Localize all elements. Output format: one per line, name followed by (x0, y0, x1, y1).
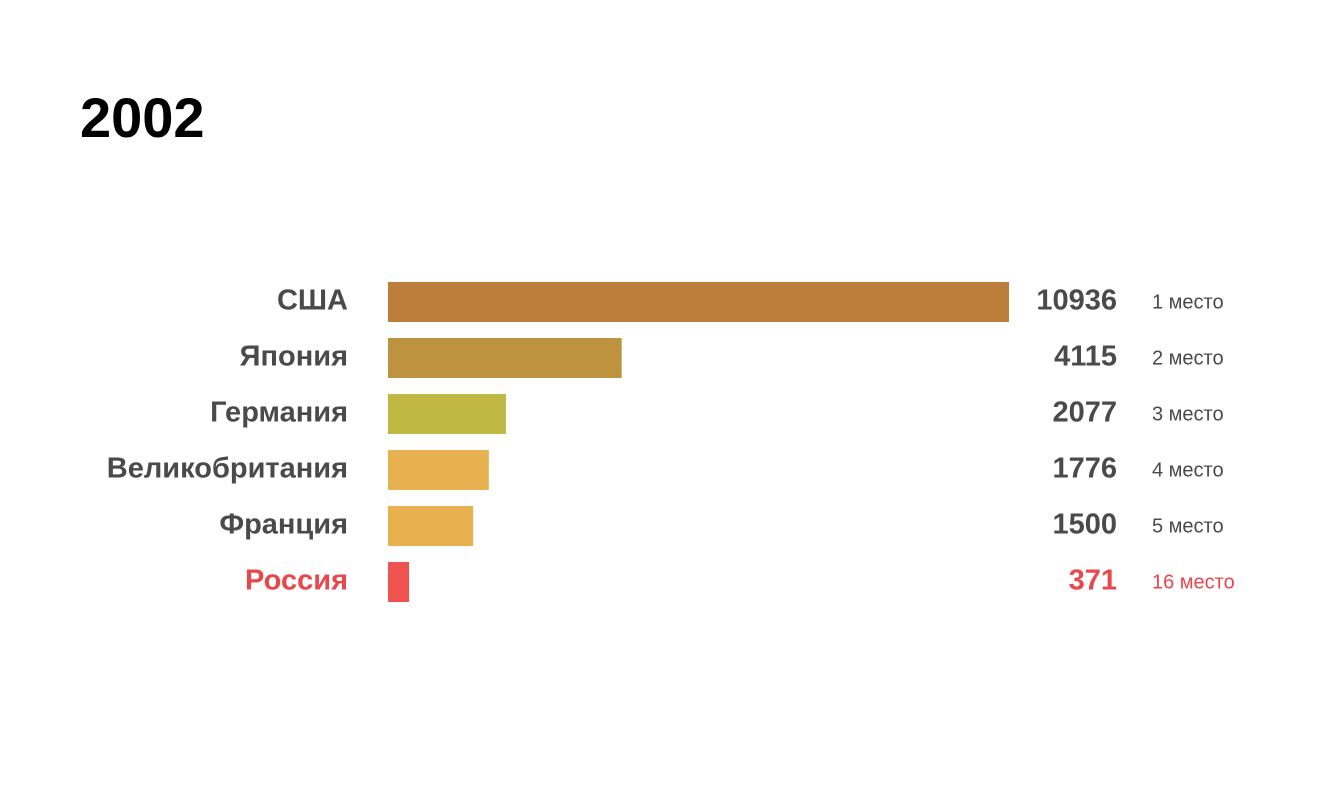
value-label: 4115 (1054, 341, 1117, 373)
value-label: 1500 (1052, 509, 1117, 541)
bar (388, 506, 474, 546)
value-label: 10936 (1036, 285, 1117, 317)
rank-label: 3 место (1152, 403, 1224, 425)
bar (388, 338, 622, 378)
rank-label: 5 место (1152, 515, 1224, 537)
bar (388, 450, 489, 490)
rank-label: 4 место (1152, 459, 1224, 481)
bar (388, 394, 506, 434)
bar (388, 282, 1009, 322)
rank-label: 2 место (1152, 347, 1224, 369)
value-label: 371 (1069, 565, 1117, 597)
category-label: Япония (240, 341, 348, 373)
category-label: Франция (219, 509, 348, 541)
category-label: Германия (210, 397, 348, 429)
value-label: 2077 (1052, 397, 1117, 429)
category-label: Россия (245, 565, 348, 597)
chart-title: 2002 (80, 86, 205, 149)
value-label: 1776 (1052, 453, 1117, 485)
bar (388, 562, 410, 602)
category-label: Великобритания (107, 453, 348, 485)
rank-label: 16 место (1152, 571, 1235, 593)
category-label: США (277, 285, 348, 317)
rank-label: 1 место (1152, 291, 1224, 313)
